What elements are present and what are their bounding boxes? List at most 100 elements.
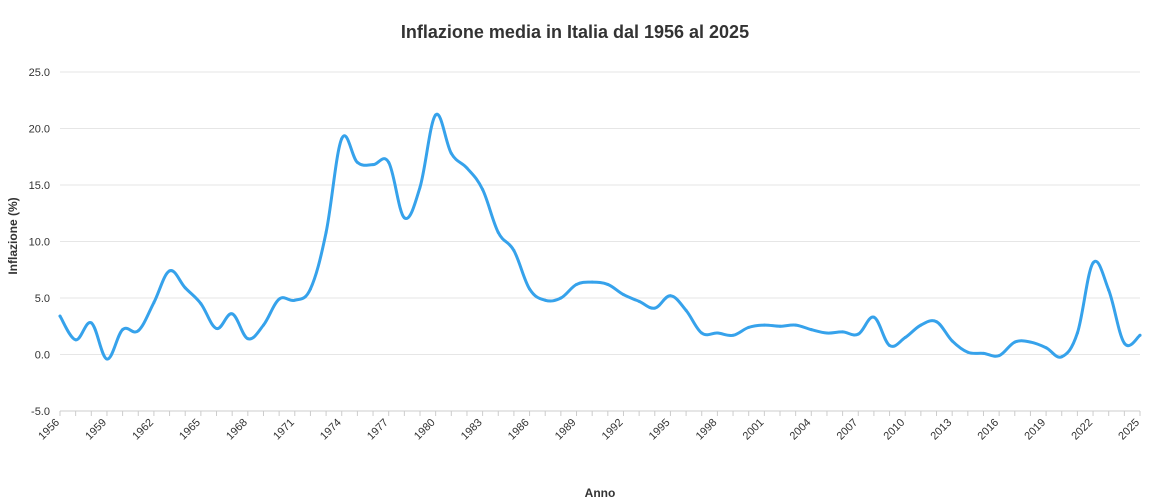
data-point — [402, 216, 406, 220]
data-point — [1028, 340, 1032, 344]
x-tick-label: 1959 — [83, 417, 109, 443]
data-point — [700, 331, 704, 335]
data-point — [621, 293, 625, 297]
data-point — [950, 339, 954, 343]
x-tick-label: 1977 — [365, 417, 391, 443]
y-tick-label: 20.0 — [29, 124, 50, 136]
data-point — [778, 324, 782, 328]
data-point — [355, 160, 359, 164]
x-tick-label: 1971 — [271, 417, 297, 443]
data-point — [418, 185, 422, 189]
x-tick-label: 2025 — [1116, 417, 1142, 443]
data-point — [543, 298, 547, 302]
data-point — [794, 323, 798, 327]
x-tick-label: 2007 — [835, 417, 861, 443]
data-point — [168, 269, 172, 273]
x-tick-label: 2019 — [1022, 417, 1048, 443]
data-point — [340, 137, 344, 141]
x-tick-label: 1962 — [130, 417, 156, 443]
y-tick-label: 25.0 — [29, 67, 50, 79]
data-point — [89, 321, 93, 325]
data-point — [903, 336, 907, 340]
data-point — [841, 330, 845, 334]
data-point — [512, 249, 516, 253]
data-point — [762, 323, 766, 327]
data-point — [1138, 333, 1142, 337]
data-point — [246, 337, 250, 341]
grid — [60, 71, 1140, 412]
inflation-series-line — [58, 112, 1142, 361]
data-point — [152, 301, 156, 305]
data-point — [888, 343, 892, 347]
y-tick-label: 15.0 — [29, 180, 50, 192]
data-point — [449, 151, 453, 155]
series-layer — [58, 112, 1142, 361]
data-point — [136, 329, 140, 333]
data-point — [575, 282, 579, 286]
x-tick-label: 1965 — [177, 417, 203, 443]
y-axis-ticks: -5.0 0.0 5.0 10.0 15.0 20.0 25.0 — [29, 67, 50, 418]
data-point — [809, 328, 813, 332]
data-point — [121, 328, 125, 332]
x-axis-title: Anno — [585, 486, 616, 500]
data-point — [1075, 331, 1079, 335]
data-point — [199, 302, 203, 306]
data-point — [997, 354, 1001, 358]
data-point — [966, 350, 970, 354]
y-tick-label: -5.0 — [31, 406, 50, 418]
chart-title: Inflazione media in Italia dal 1956 al 2… — [401, 22, 749, 42]
y-tick-label: 0.0 — [35, 350, 50, 362]
x-tick-label: 1983 — [459, 417, 485, 443]
data-point — [74, 338, 78, 342]
x-tick-label: 1989 — [553, 417, 579, 443]
data-point — [230, 312, 234, 316]
x-axis-ticks: 1956 1959 1962 1965 1968 1971 1974 1977 1980 1983… — [36, 410, 1142, 443]
data-point — [58, 314, 62, 318]
data-point — [434, 113, 438, 117]
data-point — [1060, 355, 1064, 359]
x-tick-label: 1986 — [506, 417, 532, 443]
data-point — [637, 299, 641, 303]
data-point — [606, 282, 610, 286]
data-point — [1044, 346, 1048, 350]
y-tick-label: 5.0 — [35, 293, 50, 305]
data-point — [872, 315, 876, 319]
x-tick-label: 2022 — [1069, 417, 1095, 443]
data-point — [559, 296, 563, 300]
x-tick-label: 2016 — [975, 417, 1001, 443]
data-point — [1091, 261, 1095, 265]
data-point — [183, 286, 187, 290]
data-point — [465, 166, 469, 170]
data-point — [935, 320, 939, 324]
x-tick-label: 2013 — [928, 417, 954, 443]
data-point — [747, 325, 751, 329]
data-point — [293, 298, 297, 302]
x-tick-label: 1968 — [224, 417, 250, 443]
data-point — [668, 294, 672, 298]
data-point — [215, 327, 219, 331]
data-point — [856, 332, 860, 336]
data-point — [1107, 288, 1111, 292]
data-point — [308, 287, 312, 291]
x-tick-label: 1956 — [36, 417, 62, 443]
data-point — [1122, 341, 1126, 345]
data-point — [261, 323, 265, 327]
x-tick-label: 1980 — [412, 417, 438, 443]
y-tick-label: 10.0 — [29, 237, 50, 249]
x-tick-label: 1998 — [694, 417, 720, 443]
x-tick-label: 1992 — [600, 417, 626, 443]
x-tick-label: 2004 — [788, 417, 814, 443]
data-point — [684, 308, 688, 312]
data-point — [324, 230, 328, 234]
data-point — [919, 323, 923, 327]
data-point — [528, 287, 532, 291]
x-tick-label: 1974 — [318, 417, 344, 443]
data-point — [496, 230, 500, 234]
data-point — [590, 280, 594, 284]
data-point — [481, 188, 485, 192]
data-point — [1013, 340, 1017, 344]
data-point — [371, 163, 375, 167]
data-point — [387, 160, 391, 164]
data-point — [277, 297, 281, 301]
data-point — [105, 357, 109, 361]
